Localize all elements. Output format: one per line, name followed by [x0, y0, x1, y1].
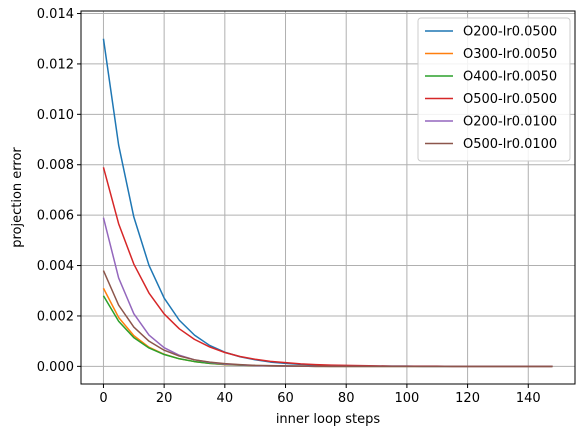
x-tick-label: 140 — [516, 391, 541, 406]
legend: O200-lr0.0500 O300-lr0.0050 O400-lr0.0050 O… — [418, 18, 570, 161]
legend-label-3: O500-lr0.0500 — [463, 92, 557, 107]
legend-label-5: O500-lr0.0100 — [463, 137, 557, 152]
x-tick-label: 100 — [394, 391, 419, 406]
y-tick-label: 0.004 — [37, 259, 74, 274]
y-tick-label: 0.012 — [37, 57, 74, 72]
series-line-5 — [103, 271, 552, 367]
y-axis: 0.000 0.002 0.004 0.006 0.008 0.010 0.012 0.014 — [37, 7, 81, 375]
x-tick-label: 0 — [99, 391, 107, 406]
y-tick-label: 0.008 — [37, 158, 74, 173]
y-tick-label: 0.010 — [37, 108, 74, 123]
x-axis: 0 20 40 60 80 100 120 140 — [99, 384, 540, 406]
x-tick-label: 40 — [217, 391, 234, 406]
legend-label-0: O200-lr0.0500 — [463, 25, 557, 40]
legend-label-4: O200-lr0.0100 — [463, 115, 557, 130]
series-line-4 — [103, 218, 552, 367]
series-line-2 — [103, 296, 552, 367]
y-tick-label: 0.000 — [37, 360, 74, 375]
x-tick-label: 120 — [455, 391, 480, 406]
x-axis-label: inner loop steps — [276, 412, 381, 427]
y-tick-label: 0.006 — [37, 209, 74, 224]
y-tick-label: 0.002 — [37, 309, 74, 324]
x-tick-label: 80 — [338, 391, 355, 406]
y-axis-label: projection error — [10, 147, 25, 248]
series-line-3 — [103, 167, 552, 366]
legend-label-2: O400-lr0.0050 — [463, 70, 557, 85]
legend-label-1: O300-lr0.0050 — [463, 47, 557, 62]
x-tick-label: 20 — [156, 391, 173, 406]
series-line-1 — [103, 288, 552, 366]
y-tick-label: 0.014 — [37, 7, 74, 22]
x-tick-label: 60 — [277, 391, 294, 406]
